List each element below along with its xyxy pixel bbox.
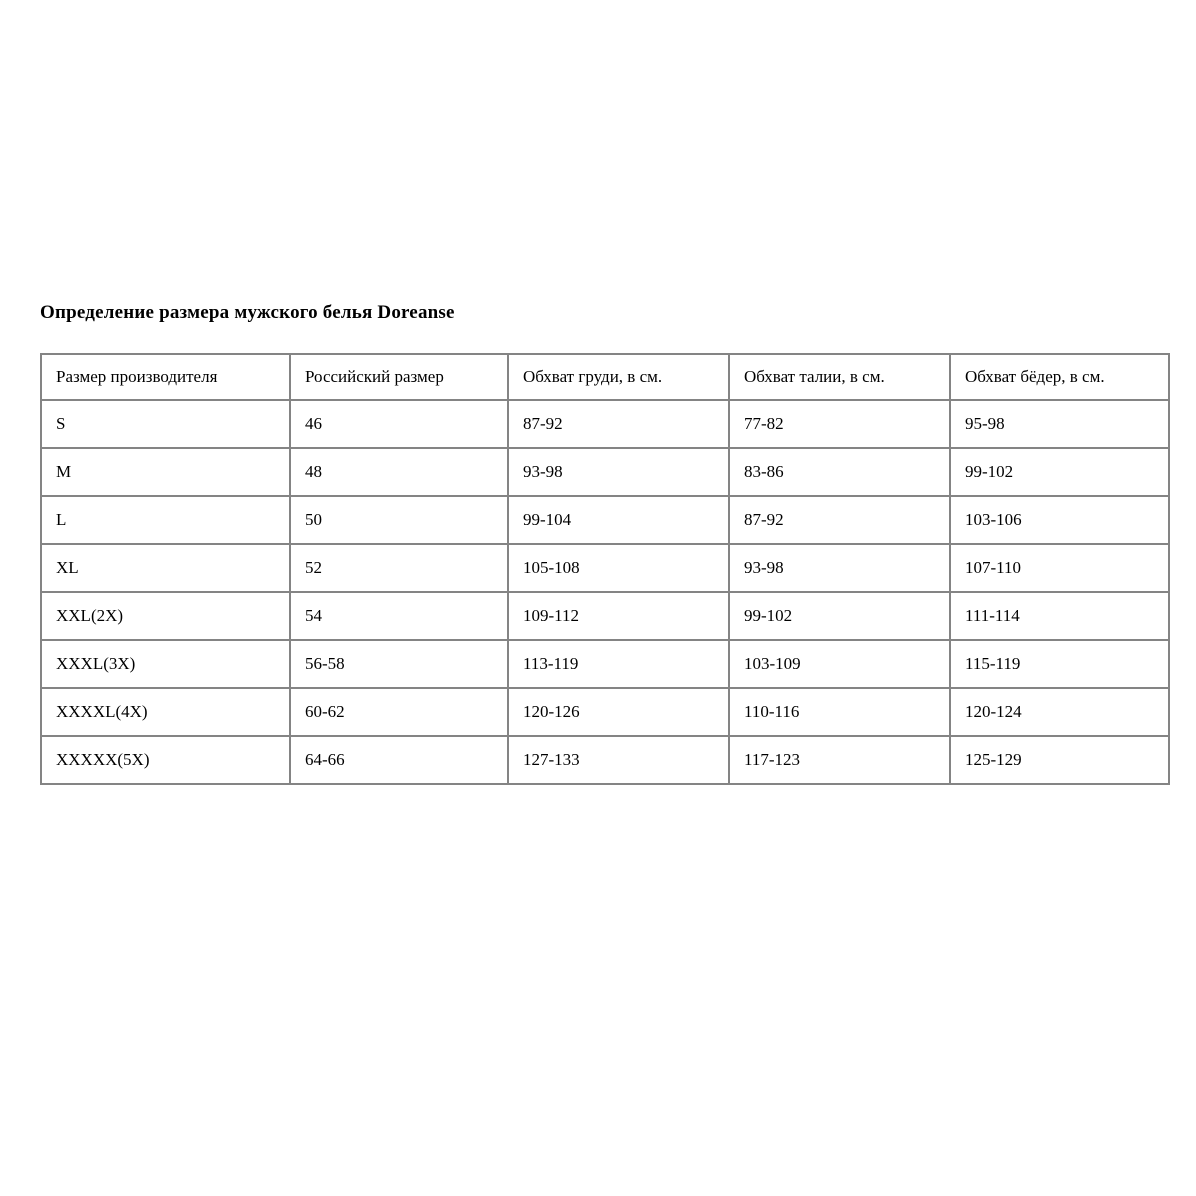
table-cell: 52 [289,543,509,593]
header-row: Размер производителя Российский размер Обх… [40,353,1170,401]
table-cell: 95-98 [949,399,1170,449]
table-cell: 99-102 [728,591,951,641]
table-cell: 87-92 [507,399,730,449]
column-header: Российский размер [289,353,509,401]
table-cell: XL [40,543,291,593]
table-cell: 46 [289,399,509,449]
table-cell: 110-116 [728,687,951,737]
table-row: XXL(2X) 54 109-112 99-102 111-114 [40,591,1170,641]
table-cell: 127-133 [507,735,730,785]
table-cell: 117-123 [728,735,951,785]
table-cell: 77-82 [728,399,951,449]
table-row: XL 52 105-108 93-98 107-110 [40,543,1170,593]
table-row: XXXXL(4X) 60-62 120-126 110-116 120-124 [40,687,1170,737]
page-title: Определение размера мужского белья Dorea… [40,302,455,323]
table-cell: 103-106 [949,495,1170,545]
table-cell: 99-104 [507,495,730,545]
column-header: Обхват груди, в см. [507,353,730,401]
table-cell: XXXL(3X) [40,639,291,689]
table-cell: 105-108 [507,543,730,593]
table-cell: S [40,399,291,449]
size-table-body: S 46 87-92 77-82 95-98 M 48 93-98 83-86 99-102 L 50… [40,399,1170,785]
table-cell: 48 [289,447,509,497]
table-cell: 109-112 [507,591,730,641]
table-row: XXXXX(5X) 64-66 127-133 117-123 125-129 [40,735,1170,785]
table-cell: 50 [289,495,509,545]
column-header: Обхват бёдер, в см. [949,353,1170,401]
table-cell: 54 [289,591,509,641]
table-cell: 120-124 [949,687,1170,737]
table-cell: 64-66 [289,735,509,785]
table-cell: 87-92 [728,495,951,545]
table-cell: 125-129 [949,735,1170,785]
table-cell: 99-102 [949,447,1170,497]
table-row: XXXL(3X) 56-58 113-119 103-109 115-119 [40,639,1170,689]
table-cell: XXXXX(5X) [40,735,291,785]
table-cell: 115-119 [949,639,1170,689]
size-table-header: Размер производителя Российский размер Обх… [40,353,1170,401]
size-table: Размер производителя Российский размер Обх… [40,353,1170,785]
size-chart-section: Определение размера мужского белья Dorea… [40,302,1170,785]
table-row: S 46 87-92 77-82 95-98 [40,399,1170,449]
column-header: Размер производителя [40,353,291,401]
table-cell: 120-126 [507,687,730,737]
table-cell: 103-109 [728,639,951,689]
table-cell: M [40,447,291,497]
table-cell: 107-110 [949,543,1170,593]
table-cell: XXL(2X) [40,591,291,641]
table-cell: XXXXL(4X) [40,687,291,737]
table-cell: 111-114 [949,591,1170,641]
table-cell: 56-58 [289,639,509,689]
table-cell: L [40,495,291,545]
table-cell: 60-62 [289,687,509,737]
table-row: M 48 93-98 83-86 99-102 [40,447,1170,497]
table-cell: 93-98 [728,543,951,593]
table-row: L 50 99-104 87-92 103-106 [40,495,1170,545]
table-cell: 83-86 [728,447,951,497]
table-cell: 113-119 [507,639,730,689]
table-cell: 93-98 [507,447,730,497]
column-header: Обхват талии, в см. [728,353,951,401]
